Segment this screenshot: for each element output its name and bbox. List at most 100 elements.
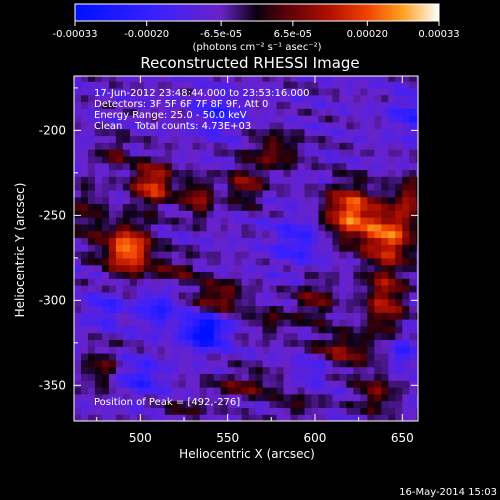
heatmap-cell <box>150 183 159 191</box>
heatmap-cell <box>332 149 341 157</box>
heatmap-cell <box>94 169 103 177</box>
heatmap-cell <box>311 101 320 109</box>
heatmap-cell <box>381 291 389 300</box>
heatmap-cell <box>255 414 264 421</box>
heatmap-cell <box>262 203 271 211</box>
heatmap-cell <box>255 325 264 334</box>
heatmap-cell <box>339 312 347 320</box>
heatmap-cell <box>360 155 368 164</box>
heatmap-cell <box>115 257 124 266</box>
heatmap-cell <box>269 244 278 252</box>
heatmap-cell <box>346 285 354 293</box>
heatmap-cell <box>122 115 131 123</box>
heatmap-cell <box>115 101 124 109</box>
heatmap-cell <box>311 196 320 205</box>
heatmap-cell <box>332 189 341 198</box>
heatmap-cell <box>332 312 341 320</box>
heatmap-cell <box>311 237 320 245</box>
heatmap-cell <box>234 162 243 171</box>
heatmap-cell <box>206 346 215 354</box>
heatmap-cell <box>213 121 222 130</box>
heatmap-cell <box>297 115 306 123</box>
heatmap-cell <box>388 244 396 252</box>
heatmap-cell <box>360 196 368 205</box>
heatmap-cell <box>248 400 257 409</box>
heatmap-cell <box>325 414 334 421</box>
heatmap-cell <box>367 223 375 232</box>
heatmap-cell <box>241 271 250 279</box>
heatmap-cell <box>87 203 96 211</box>
heatmap-cell <box>122 210 131 218</box>
heatmap-cell <box>360 387 368 395</box>
heatmap-cell <box>241 176 250 184</box>
heatmap-cell <box>269 346 278 354</box>
heatmap-cell <box>164 366 173 375</box>
heatmap-cell <box>297 128 306 137</box>
heatmap-cell <box>115 94 124 103</box>
heatmap-cell <box>255 353 264 361</box>
heatmap-cell <box>122 142 131 150</box>
heatmap-cell <box>206 393 215 402</box>
heatmap-cell <box>213 346 222 354</box>
heatmap-cell <box>269 359 278 368</box>
heatmap-cell <box>129 359 138 368</box>
heatmap-cell <box>416 155 418 164</box>
heatmap-cell <box>108 196 117 205</box>
heatmap-cell <box>353 244 361 252</box>
heatmap-cell <box>297 285 306 293</box>
heatmap-cell <box>220 230 229 239</box>
heatmap-cell <box>234 169 243 177</box>
heatmap-cell <box>122 101 131 109</box>
heatmap-cell <box>353 142 361 150</box>
heatmap-cell <box>262 278 271 286</box>
heatmap-cell <box>192 346 201 354</box>
heatmap-cell <box>87 115 96 123</box>
heatmap-cell <box>297 325 306 334</box>
heatmap-cell <box>353 407 361 415</box>
heatmap-cell <box>143 305 152 313</box>
heatmap-cell <box>143 189 152 198</box>
heatmap-cell <box>143 128 152 137</box>
heatmap-cell <box>318 407 327 415</box>
heatmap-cell <box>290 155 299 164</box>
heatmap-cell <box>206 244 215 252</box>
heatmap-cell <box>206 149 215 157</box>
heatmap-cell <box>416 346 418 354</box>
heatmap-cell <box>87 210 96 218</box>
heatmap-cell <box>129 271 138 279</box>
heatmap-cell <box>150 332 159 341</box>
heatmap-cell <box>178 380 187 388</box>
heatmap-cell <box>360 217 368 225</box>
heatmap-cell <box>402 278 410 286</box>
heatmap-cell <box>360 257 368 266</box>
heatmap-cell <box>150 135 159 143</box>
heatmap-cell <box>206 312 215 320</box>
heatmap-cell <box>192 87 201 96</box>
heatmap-cell <box>150 196 159 205</box>
heatmap-cell <box>185 251 194 259</box>
heatmap-cell <box>346 366 354 375</box>
heatmap-cell <box>381 400 389 409</box>
heatmap-cell <box>234 121 243 130</box>
heatmap-cell <box>276 101 285 109</box>
heatmap-cell <box>381 251 389 259</box>
heatmap-cell <box>367 217 375 225</box>
heatmap-cell <box>269 223 278 232</box>
heatmap-cell <box>94 264 103 273</box>
heatmap-cell <box>213 189 222 198</box>
heatmap-cell <box>346 400 354 409</box>
heatmap-cell <box>150 203 159 211</box>
heatmap-cell <box>171 373 180 381</box>
heatmap-cell <box>262 271 271 279</box>
heatmap-cell <box>185 407 194 415</box>
heatmap-cell <box>290 298 299 307</box>
heatmap-cell <box>262 285 271 293</box>
heatmap-cell <box>129 346 138 354</box>
heatmap-cell <box>220 305 229 313</box>
heatmap-cell <box>220 319 229 327</box>
heatmap-cell <box>94 101 103 109</box>
heatmap-cell <box>94 94 103 103</box>
heatmap-cell <box>74 230 82 239</box>
heatmap-cell <box>150 400 159 409</box>
